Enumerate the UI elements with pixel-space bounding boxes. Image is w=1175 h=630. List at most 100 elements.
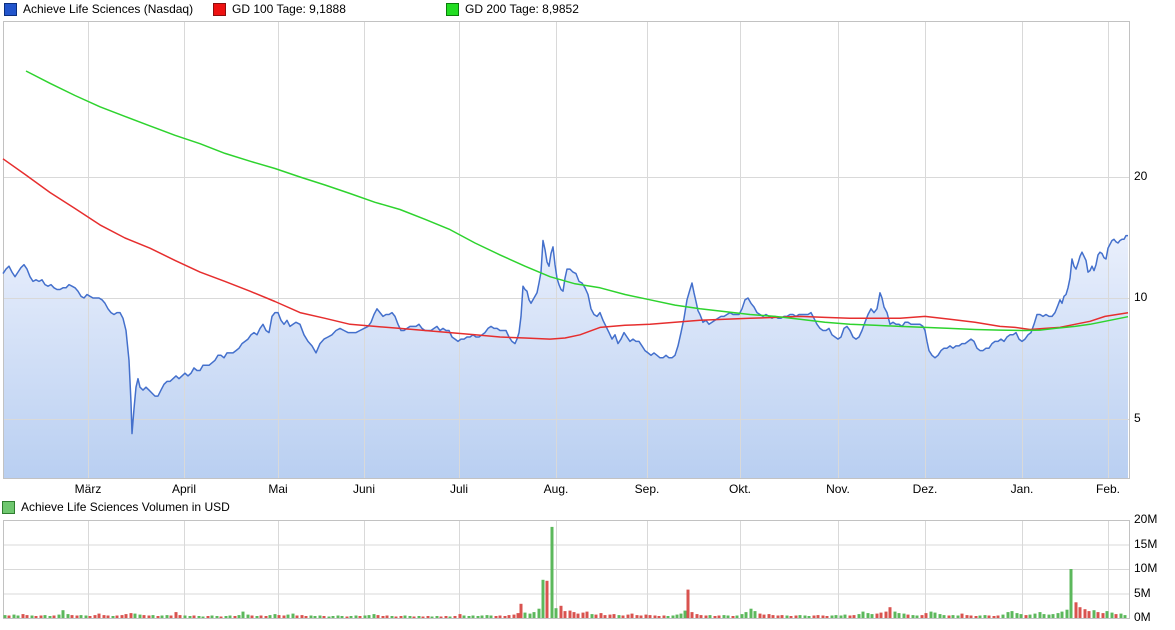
volume-bar [803,615,807,618]
volume-bar [924,613,928,618]
volume-bar [156,616,160,618]
volume-bar [233,616,237,618]
volume-bar [1114,614,1118,618]
volume-bar [277,615,281,618]
volume-bar [7,615,11,618]
volume-bar [264,616,268,618]
volume-bar [576,613,580,618]
volume-bar [61,610,65,618]
volume-bar [394,616,398,618]
month-axis-label: Dez. [912,482,938,496]
volume-bar [219,616,223,618]
volume-bar [1110,612,1114,618]
volume-bar [545,580,549,618]
volume-bar [767,614,771,618]
volume-axis-tick-label: 15M [1134,536,1158,551]
gd200-swatch-icon [446,2,459,16]
volume-bar [1078,607,1082,618]
volume-bar [1069,569,1073,618]
volume-bar [215,616,219,618]
volume-bar [780,615,784,618]
volume-bar [559,605,563,619]
volume-bar [708,615,712,618]
volume-bar [758,613,762,618]
volume-bar [1042,614,1046,618]
volume-bar [608,614,612,618]
volume-bar [237,615,241,618]
gd100-swatch-icon [213,2,226,16]
volume-bar [699,615,703,618]
volume-bar [776,615,780,618]
volume-bar [816,615,820,618]
volume-bar [453,616,457,618]
volume-bar [679,613,683,618]
volume-bar [259,615,263,618]
volume-bar [421,616,425,618]
volume-bar [304,616,308,618]
volume-bar [974,616,978,618]
legend-item-gd200: GD 200 Tage: 8,9852 [446,2,579,16]
volume-bar [268,615,272,618]
volume-pane-border [3,520,1130,619]
legend-label: Achieve Life Sciences Volumen in USD [21,500,230,514]
volume-bar [206,616,210,618]
volume-bar [762,614,766,618]
volume-bar [124,614,128,618]
volume-bar [947,615,951,618]
volume-bar [870,614,874,618]
volume-bar [550,526,554,618]
volume-bar [1019,614,1023,618]
volume-bar [412,616,416,618]
volume-bar [372,614,376,618]
volume-bar [987,615,991,618]
volume-bar [572,612,576,618]
volume-bar [426,616,430,618]
volume-bar [893,611,897,618]
month-axis-label: Juli [449,482,468,496]
volume-bar [875,613,879,618]
price-line [2,234,1128,435]
volume-bar [906,614,910,618]
legend-item-gd100: GD 100 Tage: 9,1888 [213,2,346,16]
volume-bar [75,615,79,618]
volume-bar [879,612,883,618]
volume-bar [648,615,652,618]
volume-bar [1105,611,1109,618]
volume-bar [662,615,666,618]
volume-bar [884,611,888,618]
gd100-line [2,158,1129,340]
volume-bar [690,612,694,618]
gd200-line [25,70,1129,332]
volume-bar [39,615,43,618]
price-axis-tick-label: 20 [1134,169,1148,183]
volume-bar [537,608,541,618]
legend-label: Achieve Life Sciences (Nasdaq) [23,2,194,16]
volume-bar [1060,611,1064,618]
volume-bar [726,615,730,618]
volume-bar [1123,615,1127,618]
volume-bar [367,615,371,618]
volume-bar [476,616,480,618]
volume-series-swatch-icon [2,500,15,514]
volume-bar [512,614,516,618]
volume-bar [843,614,847,618]
volume-bar [744,612,748,618]
volume-bar [626,614,630,618]
volume-bar [866,613,870,618]
volume-bar [523,612,527,618]
volume-bar [385,615,389,618]
volume-bar [358,616,362,618]
volume-bar [228,615,232,618]
month-axis-label: Sep. [634,482,660,496]
volume-bar [111,616,115,618]
volume-bar [1015,613,1019,618]
volume-bar [439,616,443,618]
volume-bar [282,615,286,618]
price-area-fill [3,235,1128,478]
volume-bar [241,611,245,618]
volume-bar [933,612,937,618]
volume-bar [273,614,277,618]
volume-bar [695,614,699,618]
volume-bar [848,615,852,618]
